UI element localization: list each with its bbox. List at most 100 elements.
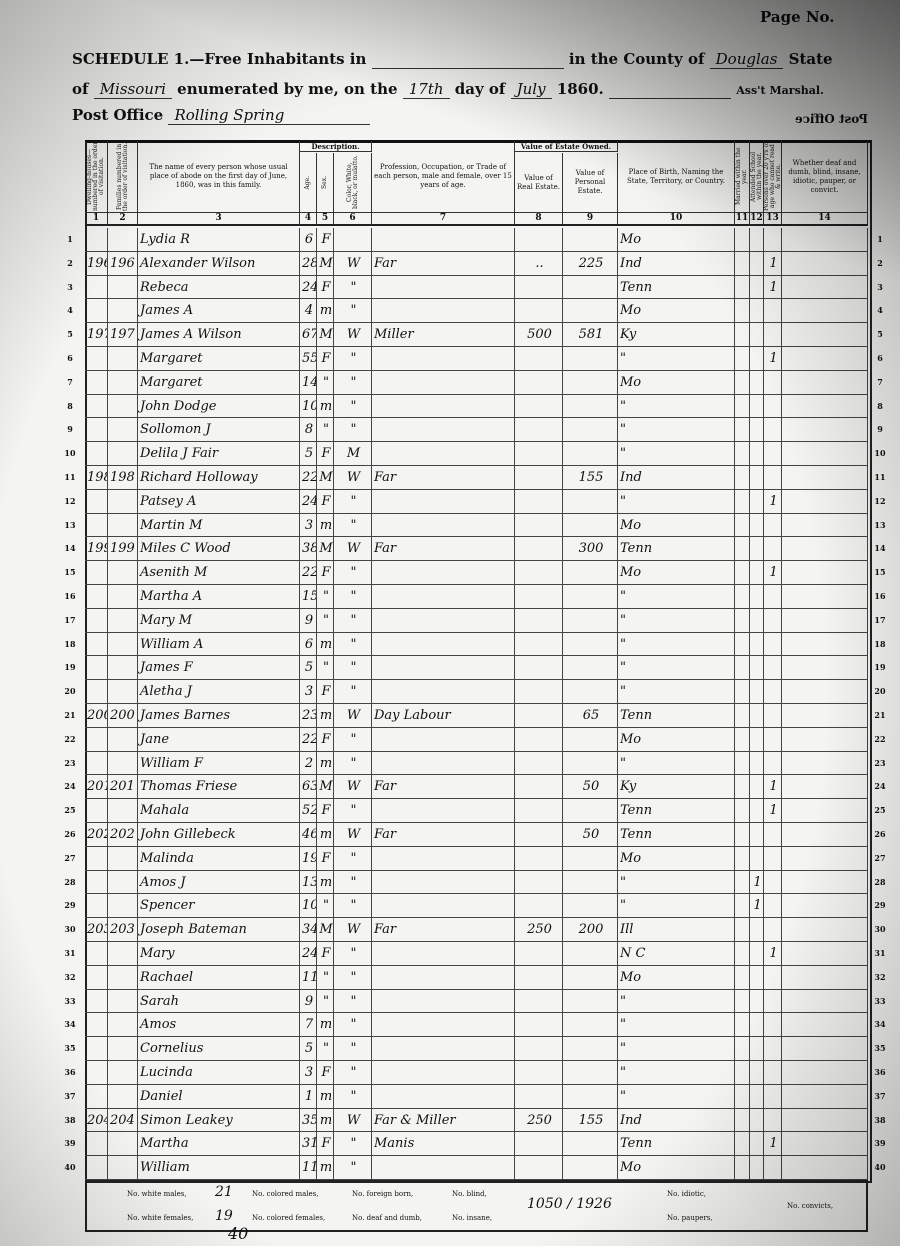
sex-cell: " <box>317 656 334 680</box>
dwelling-number-cell <box>85 989 108 1013</box>
disability-cell <box>782 275 868 299</box>
line-number-left: 12 <box>64 495 76 506</box>
table-row: Asenith M 22 F " Mo 1 <box>85 561 868 585</box>
color-cell: M <box>334 442 372 465</box>
occupation-cell <box>372 1084 515 1108</box>
line-number-right: 6 <box>877 353 883 363</box>
table-row: Mahala 52 F " Tenn 1 <box>85 799 868 823</box>
line-number-left: 27 <box>64 852 76 863</box>
line-number-right: 29 <box>874 900 886 911</box>
disability-cell <box>782 656 868 680</box>
personal-estate-value-cell <box>563 1156 618 1179</box>
occupation-cell: Far <box>372 537 515 561</box>
cannot-read-write-cell <box>764 1156 782 1179</box>
real-estate-value-cell <box>515 680 563 703</box>
person-name-cell: Amos <box>138 1013 300 1037</box>
family-number-cell: 198 <box>108 466 138 489</box>
line-number-left: 40 <box>64 1162 76 1173</box>
table-row: Mary 24 F " N C 1 <box>85 942 868 966</box>
married-within-year-cell <box>735 299 750 323</box>
dwelling-number-cell <box>85 489 108 513</box>
table-row: Lydia R 6 F Mo <box>85 228 868 252</box>
place-of-birth-cell: Mo <box>618 846 735 870</box>
cannot-read-write-cell <box>764 323 782 346</box>
occupation-cell <box>372 394 515 418</box>
personal-estate-value-cell <box>563 680 618 703</box>
line-number-left: 28 <box>64 876 76 887</box>
occupation-cell: Miller <box>372 323 515 346</box>
sex-cell: m <box>317 632 334 656</box>
age-cell: 28 <box>300 251 317 275</box>
line-number-right: 15 <box>874 567 886 578</box>
family-number-cell <box>108 965 138 989</box>
column-number: 14 <box>782 212 868 226</box>
insane-label: No. insane, <box>452 1214 493 1222</box>
sex-cell: F <box>317 561 334 584</box>
line-number-right: 5 <box>877 329 883 340</box>
estate-group-label: Value of Estate Owned. <box>515 141 618 152</box>
married-within-year-cell <box>735 561 750 584</box>
married-within-year-cell <box>735 513 750 537</box>
line-number-left: 13 <box>64 519 76 530</box>
married-within-year-cell <box>735 370 750 394</box>
sex-cell: " <box>317 1037 334 1060</box>
place-of-birth-cell: " <box>618 394 735 418</box>
cannot-read-write-cell <box>764 370 782 394</box>
color-cell: " <box>334 846 372 870</box>
line-number-left: 7 <box>67 376 73 387</box>
person-name-cell: Asenith M <box>138 561 300 584</box>
sex-cell: M <box>317 918 334 941</box>
place-of-birth-cell: " <box>618 442 735 465</box>
sex-cell: " <box>317 894 334 918</box>
line-number-right: 22 <box>874 733 886 744</box>
census-table <box>85 140 872 1183</box>
dwelling-number-cell <box>85 513 108 537</box>
age-cell: 1 <box>300 1084 317 1108</box>
personal-estate-value-cell <box>563 585 618 608</box>
attended-school-cell <box>750 823 764 846</box>
personal-estate-value-cell <box>563 370 618 394</box>
dwelling-number-cell: 198 <box>85 466 108 489</box>
married-within-year-cell <box>735 775 750 799</box>
line-number-right: 13 <box>874 519 886 530</box>
county-label: in the County of <box>568 50 705 68</box>
county-value: Douglas <box>709 50 784 69</box>
line-number-left: 11 <box>64 472 76 482</box>
header-line-3: Post Office Rolling Spring <box>72 106 371 125</box>
column-number: 11 <box>735 212 750 226</box>
attended-school-cell <box>750 965 764 989</box>
color-cell: " <box>334 561 372 584</box>
real-estate-value-cell <box>515 799 563 822</box>
dwelling-number-cell <box>85 1013 108 1037</box>
description-group-label: Description. <box>300 141 372 152</box>
attended-school-cell <box>750 561 764 584</box>
color-cell: W <box>334 323 372 346</box>
color-cell: W <box>334 466 372 489</box>
real-estate-value-cell <box>515 894 563 918</box>
line-number-right: 25 <box>874 805 886 816</box>
married-within-year-cell <box>735 489 750 513</box>
column-header-label: Families numbered in the order of visita… <box>115 142 129 211</box>
place-of-birth-cell: " <box>618 608 735 632</box>
personal-estate-value-cell: 225 <box>563 251 618 275</box>
person-name-cell: Mary <box>138 942 300 965</box>
color-cell: W <box>334 823 372 846</box>
disability-cell <box>782 775 868 799</box>
occupation-cell <box>372 942 515 965</box>
real-estate-value-cell <box>515 608 563 632</box>
place-of-birth-cell: Tenn <box>618 275 735 299</box>
personal-estate-value-cell <box>563 727 618 751</box>
age-cell: 22 <box>300 727 317 751</box>
family-number-cell <box>108 1013 138 1037</box>
real-estate-value-cell <box>515 442 563 465</box>
age-cell: 3 <box>300 1061 317 1084</box>
cannot-read-write-cell <box>764 418 782 442</box>
column-header-cannot-read-write: Persons over 20 y'rs of age who cannot r… <box>763 141 782 212</box>
line-number-right: 31 <box>874 948 886 958</box>
sex-cell: F <box>317 680 334 703</box>
dwelling-number-cell <box>85 418 108 442</box>
person-name-cell: Patsey A <box>138 489 300 513</box>
person-name-cell: Jane <box>138 727 300 751</box>
attended-school-cell <box>750 442 764 465</box>
